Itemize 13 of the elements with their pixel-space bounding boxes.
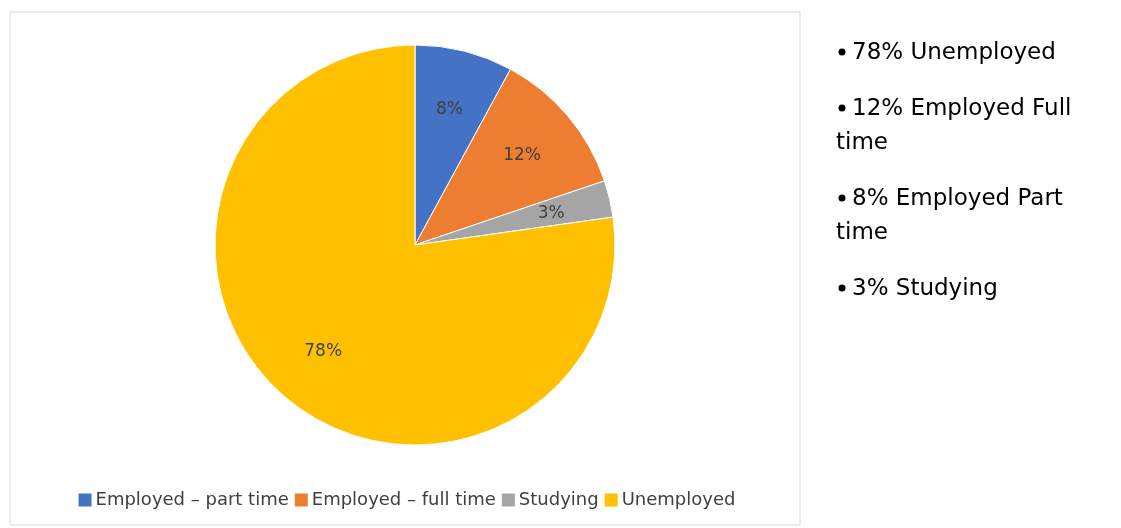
- data-label: 78%: [304, 339, 343, 360]
- text: 12% Employed Full time: [836, 93, 1072, 154]
- legend-label: Employed – full time: [311, 488, 496, 509]
- legend-label: Unemployed: [621, 488, 736, 509]
- data-label: 8%: [435, 98, 463, 119]
- text: 8% Employed Part time: [836, 183, 1063, 244]
- text: 78% Unemployed: [852, 37, 1056, 64]
- text: 3% Studying: [852, 273, 998, 300]
- data-label: 12%: [503, 143, 541, 164]
- pie-slice: [214, 44, 616, 446]
- data-label: 3%: [537, 201, 565, 222]
- legend-label: Employed – part time: [95, 488, 289, 509]
- legend-label: Studying: [518, 488, 599, 509]
